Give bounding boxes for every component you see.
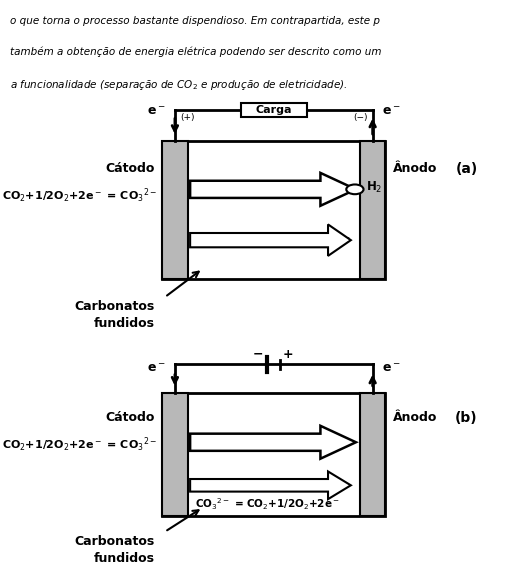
Bar xyxy=(162,393,385,516)
Text: (−): (−) xyxy=(353,113,368,122)
Text: (+): (+) xyxy=(180,113,195,122)
Bar xyxy=(162,393,188,516)
Bar xyxy=(241,102,307,117)
Text: e$^-$: e$^-$ xyxy=(147,105,166,118)
Circle shape xyxy=(346,185,364,194)
Text: Ânodo: Ânodo xyxy=(393,411,438,424)
Text: CO$_2$+1/2O$_2$+2e$^-$ = CO$_3$$^{2-}$: CO$_2$+1/2O$_2$+2e$^-$ = CO$_3$$^{2-}$ xyxy=(2,187,157,206)
Bar xyxy=(360,393,385,516)
Text: (b): (b) xyxy=(455,411,478,424)
Bar xyxy=(360,141,385,278)
Polygon shape xyxy=(190,225,351,256)
Text: Cátodo: Cátodo xyxy=(105,162,155,175)
Text: a funcionalidade (separação de CO$_2$ e produção de eletricidade).: a funcionalidade (separação de CO$_2$ e … xyxy=(10,78,348,92)
Text: Carbonatos
fundidos: Carbonatos fundidos xyxy=(75,534,155,565)
Text: −: − xyxy=(253,348,263,361)
Text: Ânodo: Ânodo xyxy=(393,162,438,175)
Text: +: + xyxy=(283,348,293,361)
Text: e$^-$: e$^-$ xyxy=(147,362,166,375)
Text: e$^-$: e$^-$ xyxy=(382,362,401,375)
Text: também a obtenção de energia elétrica podendo ser descrito como um: também a obtenção de energia elétrica po… xyxy=(10,47,382,57)
Text: Cátodo: Cátodo xyxy=(105,411,155,424)
Text: e$^-$: e$^-$ xyxy=(382,105,401,118)
Text: CO$_3$$^{2-}$ = CO$_2$+1/2O$_2$+2e$^-$: CO$_3$$^{2-}$ = CO$_2$+1/2O$_2$+2e$^-$ xyxy=(195,496,340,512)
Text: o que torna o processo bastante dispendioso. Em contrapartida, este p: o que torna o processo bastante dispendi… xyxy=(10,16,380,25)
Text: H$_2$+CO$_3$$^{2-}$ = CO$_2$+H$_2$O+2e$^-$: H$_2$+CO$_3$$^{2-}$ = CO$_2$+H$_2$O+2e$^… xyxy=(193,234,351,250)
Bar xyxy=(162,141,385,278)
Polygon shape xyxy=(190,426,356,459)
Bar xyxy=(162,141,188,278)
Text: (a): (a) xyxy=(455,162,478,176)
Text: Carga: Carga xyxy=(256,105,292,115)
Text: H$_2$: H$_2$ xyxy=(366,181,382,196)
Text: Carbonatos
fundidos: Carbonatos fundidos xyxy=(75,300,155,330)
Polygon shape xyxy=(190,173,356,206)
Polygon shape xyxy=(190,471,351,499)
Text: CO$_2$+1/2O$_2$+2e$^-$ = CO$_3$$^{2-}$: CO$_2$+1/2O$_2$+2e$^-$ = CO$_3$$^{2-}$ xyxy=(2,435,157,454)
